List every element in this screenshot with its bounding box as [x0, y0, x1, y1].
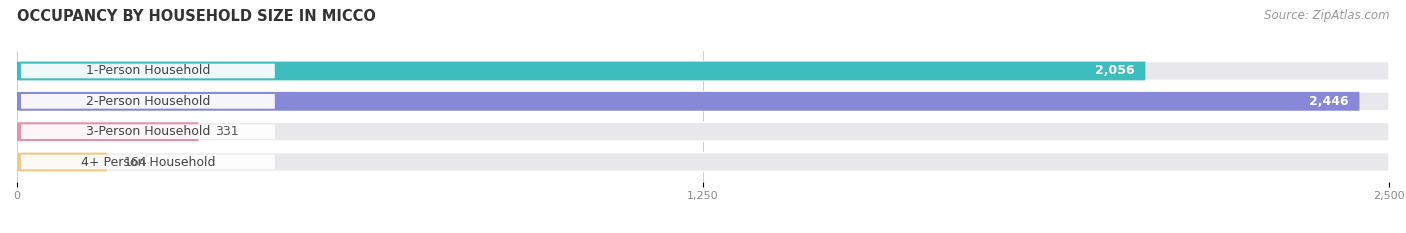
FancyBboxPatch shape — [17, 62, 1389, 80]
FancyBboxPatch shape — [17, 92, 1389, 111]
FancyBboxPatch shape — [17, 92, 1360, 111]
Text: 2-Person Household: 2-Person Household — [86, 95, 209, 108]
FancyBboxPatch shape — [21, 94, 274, 109]
Text: 1-Person Household: 1-Person Household — [86, 65, 209, 78]
Text: 3-Person Household: 3-Person Household — [86, 125, 209, 138]
FancyBboxPatch shape — [17, 122, 198, 141]
FancyBboxPatch shape — [21, 155, 274, 169]
FancyBboxPatch shape — [17, 153, 1389, 171]
Text: OCCUPANCY BY HOUSEHOLD SIZE IN MICCO: OCCUPANCY BY HOUSEHOLD SIZE IN MICCO — [17, 9, 375, 24]
FancyBboxPatch shape — [21, 124, 274, 139]
Text: 2,446: 2,446 — [1309, 95, 1348, 108]
Text: 164: 164 — [124, 155, 148, 168]
FancyBboxPatch shape — [17, 62, 1146, 80]
Text: 331: 331 — [215, 125, 239, 138]
Text: 2,056: 2,056 — [1095, 65, 1135, 78]
FancyBboxPatch shape — [17, 153, 107, 171]
Text: Source: ZipAtlas.com: Source: ZipAtlas.com — [1264, 9, 1389, 22]
FancyBboxPatch shape — [21, 64, 274, 78]
Text: 4+ Person Household: 4+ Person Household — [80, 155, 215, 168]
FancyBboxPatch shape — [17, 122, 1389, 141]
